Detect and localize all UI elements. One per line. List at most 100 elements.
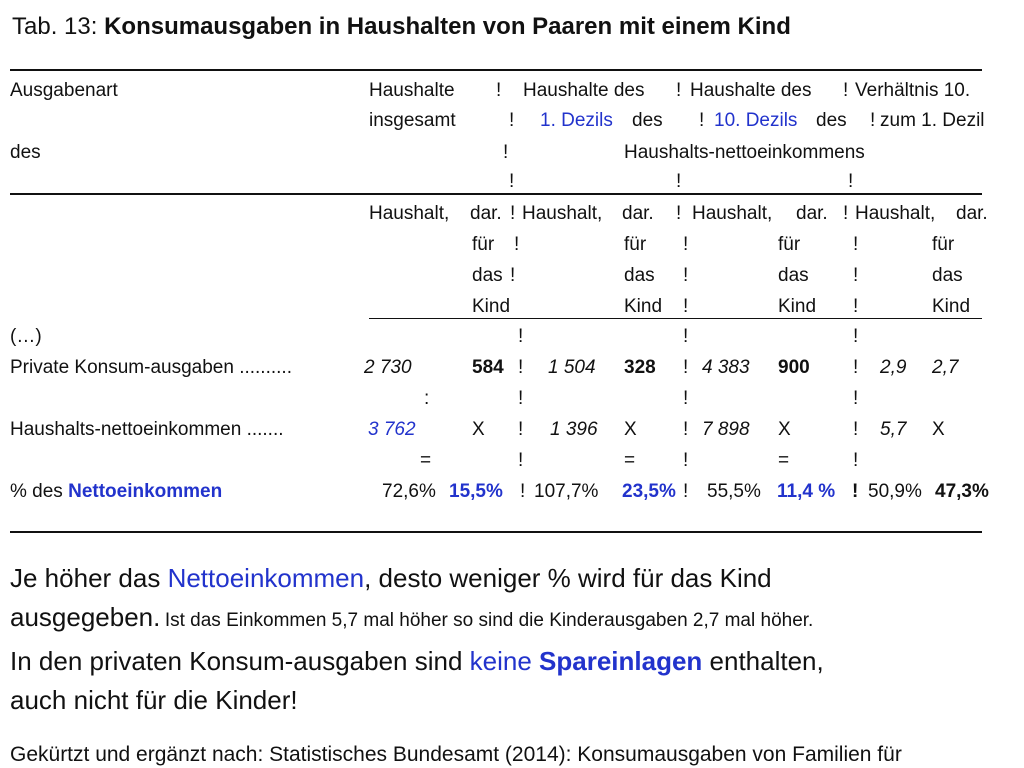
header-span-label: Haushalts-nettoeinkommens [624, 142, 865, 163]
sub-sep: ! [514, 234, 520, 255]
text-span: enthalten, [702, 646, 824, 676]
row-sep: ! [853, 326, 859, 347]
prozent-v5: 55,5% [707, 481, 761, 502]
header-sep: ! [699, 110, 705, 131]
prozent-v2: 15,5% [449, 481, 503, 502]
prozent-v1: 72,6% [382, 481, 436, 502]
sub-kind: Kind [472, 296, 511, 317]
text-span-small: Ist das Einkommen 5,7 mal höher so sind … [164, 610, 814, 631]
sub-sep: ! [510, 203, 516, 224]
table-top-rule [10, 69, 982, 71]
table-bottom-rule [10, 531, 982, 533]
header-sep: ! [503, 142, 509, 163]
prozent-label-prefix: % des [10, 481, 63, 502]
equals-mark: = [420, 450, 432, 471]
header-sep: ! [509, 171, 515, 192]
text-span: , desto weniger % wird für das Kind [364, 563, 772, 593]
sub-dar: dar. [956, 203, 988, 224]
row-sep: ! [518, 388, 524, 409]
einkommen-v4: X [624, 419, 637, 440]
prozent-v7: 50,9% [868, 481, 922, 502]
header-col2-des: des [632, 110, 663, 131]
header-col3-line1: Haushalte des [690, 80, 812, 101]
row-einkommen-label: Haushalts-nettoeinkommen ....... [10, 419, 284, 440]
row-sep: ! [683, 357, 689, 378]
header-sep: ! [676, 80, 682, 101]
prozent-v3: 107,7% [534, 481, 599, 502]
ellipsis-row: (…) [10, 326, 42, 347]
sub-das: das [778, 265, 809, 286]
konsum-v4: 328 [624, 357, 656, 378]
header-sep: ! [496, 80, 502, 101]
row-sep: ! [852, 481, 859, 502]
row-sep: ! [518, 450, 524, 471]
sub-das: das [932, 265, 963, 286]
sub-fuer: für [472, 234, 495, 255]
konsum-v7: 2,9 [880, 357, 907, 378]
sub-fuer: für [778, 234, 801, 255]
header-ausgabenart: Ausgabenart [10, 80, 118, 101]
header-des: des [10, 142, 41, 163]
sub-dar: dar. [796, 203, 828, 224]
header-sep: ! [870, 110, 876, 131]
einkommen-v6: X [778, 419, 791, 440]
text-span: In den privaten Konsum-ausgaben sind [10, 646, 470, 676]
prozent-v4: 23,5% [622, 481, 676, 502]
page-title: Tab. 13: Konsumausgaben in Haushalten vo… [12, 12, 791, 42]
sub-sep: ! [683, 296, 689, 317]
sub-haushalt: Haushalt, [369, 203, 450, 224]
subheader-rule [369, 318, 982, 319]
sub-kind: Kind [624, 296, 663, 317]
paragraph-line-4: auch nicht für die Kinder! [10, 685, 298, 715]
paragraph-line-1: Je höher das Nettoeinkommen, desto wenig… [10, 562, 772, 594]
prozent-v8: 47,3% [935, 481, 989, 502]
row-sep: ! [853, 388, 859, 409]
paragraph-line-2: ausgegeben. Ist das Einkommen 5,7 mal hö… [10, 601, 813, 633]
sub-sep: ! [843, 203, 849, 224]
sub-haushalt: Haushalt, [855, 203, 936, 224]
row-sep: ! [853, 357, 859, 378]
text-span-accent-bold: Spareinlagen [539, 646, 703, 676]
row-sep: ! [683, 326, 689, 347]
sub-dar: dar. [622, 203, 654, 224]
sub-sep: ! [853, 265, 859, 286]
row-sep: ! [518, 357, 524, 378]
title-prefix: Tab. 13: [12, 13, 98, 40]
sub-haushalt: Haushalt, [522, 203, 603, 224]
equals-mark: = [778, 450, 790, 471]
sub-sep: ! [853, 234, 859, 255]
row-konsum-label: Private Konsum-ausgaben .......... [10, 357, 292, 378]
sub-dar: dar. [470, 203, 502, 224]
sub-das: das [472, 265, 503, 286]
header-col3-des: des [816, 110, 847, 131]
prozent-label-bold: Nettoeinkommen [68, 481, 223, 502]
header-col2-dezil: 1. Dezils [540, 110, 613, 131]
sub-sep: ! [853, 296, 859, 317]
einkommen-v3: 1 396 [550, 419, 598, 440]
row-sep: ! [520, 481, 526, 502]
row-sep: ! [518, 419, 524, 440]
header-col4-line2: zum 1. Dezil [880, 110, 985, 131]
sub-sep: ! [683, 234, 689, 255]
header-col3-dezil: 10. Dezils [714, 110, 798, 131]
row-sep: ! [683, 419, 689, 440]
einkommen-v1: 3 762 [368, 419, 416, 440]
header-rule [10, 193, 982, 195]
sub-fuer: für [932, 234, 955, 255]
sub-das: das [624, 265, 655, 286]
sub-kind: Kind [932, 296, 971, 317]
konsum-v8: 2,7 [932, 357, 959, 378]
colon-mark: : [424, 388, 430, 409]
konsum-v6: 900 [778, 357, 810, 378]
sub-haushalt: Haushalt, [692, 203, 773, 224]
header-sep: ! [676, 171, 682, 192]
header-col2-line1: Haushalte des [523, 80, 645, 101]
title-main: Konsumausgaben in Haushalten von Paaren … [104, 13, 791, 40]
row-sep: ! [683, 450, 689, 471]
text-span-accent: Nettoeinkommen [167, 563, 365, 593]
header-col1-line1: Haushalte [369, 80, 455, 101]
header-col1-line2: insgesamt [369, 110, 456, 131]
sub-sep: ! [683, 265, 689, 286]
text-span: Je höher das [10, 563, 168, 593]
source-note: Gekürtzt und ergänzt nach: Statistisches… [10, 743, 902, 766]
